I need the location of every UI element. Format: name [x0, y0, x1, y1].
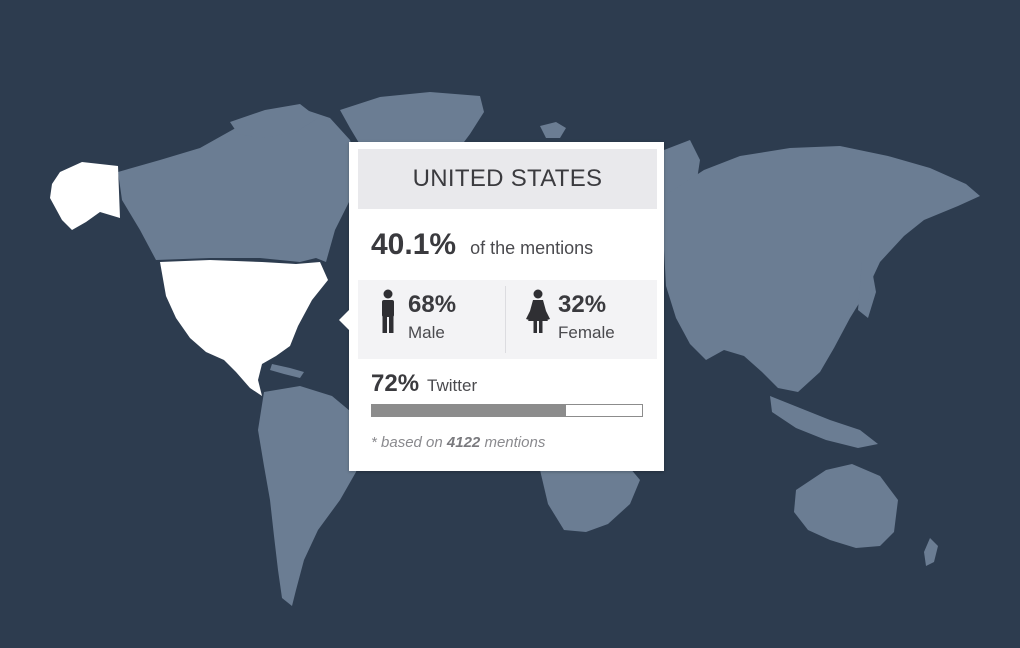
mentions-percentage: 40.1%: [371, 228, 457, 261]
region-asia[interactable]: [664, 146, 980, 392]
region-caribbean[interactable]: [270, 364, 304, 378]
region-canada[interactable]: [118, 108, 360, 262]
region-iceland[interactable]: [540, 122, 566, 138]
tooltip-pointer: [339, 310, 349, 330]
mentions-label: of the mentions: [470, 238, 594, 258]
region-arctic-islands[interactable]: [230, 104, 318, 138]
twitter-percentage: 72%: [371, 370, 420, 397]
mentions-summary: 40.1% of the mentions: [371, 228, 593, 262]
region-africa[interactable]: [540, 468, 640, 532]
footnote: * based on 4122 mentions: [371, 434, 545, 451]
country-title: UNITED STATES: [358, 149, 657, 209]
country-tooltip: UNITED STATES 40.1% of the mentions 68% …: [339, 142, 664, 471]
female-icon: [526, 289, 550, 333]
gender-divider: [505, 286, 506, 353]
region-united-states[interactable]: [160, 260, 328, 396]
gender-breakdown: 68% Male 32% Female: [358, 280, 657, 359]
twitter-progress-bar: [371, 404, 643, 417]
footnote-prefix: * based on: [371, 434, 443, 451]
male-percentage: 68%: [408, 291, 457, 318]
female-label: Female: [558, 323, 615, 342]
region-alaska[interactable]: [50, 162, 120, 230]
male-icon: [382, 289, 394, 333]
region-southeast-asia-islands[interactable]: [770, 396, 878, 448]
footnote-count: 4122: [446, 434, 481, 451]
twitter-label: Twitter: [427, 376, 478, 395]
female-percentage: 32%: [558, 291, 607, 318]
twitter-summary: 72% Twitter: [371, 370, 477, 398]
region-australia[interactable]: [794, 464, 898, 548]
twitter-progress-fill: [372, 405, 567, 416]
region-south-america[interactable]: [258, 386, 366, 606]
region-japan[interactable]: [858, 262, 876, 318]
region-new-zealand[interactable]: [924, 538, 938, 566]
male-label: Male: [408, 323, 445, 342]
footnote-suffix: mentions: [484, 434, 546, 451]
